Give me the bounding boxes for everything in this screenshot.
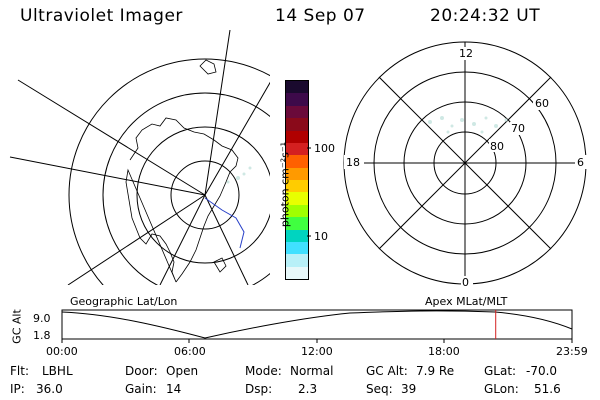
door-value: Open	[166, 364, 199, 378]
polar-aurora	[428, 116, 508, 134]
seq-label: Seq:	[366, 382, 393, 396]
colorbar-segment	[286, 241, 308, 255]
colorbar-segment	[286, 167, 308, 180]
mode-value: Normal	[290, 364, 334, 378]
mlt-label-18: 18	[346, 156, 360, 169]
lat-circle	[68, 58, 270, 285]
colorbar-segment	[286, 105, 308, 119]
glat-value: -70.0	[526, 364, 558, 378]
colorbar-segment	[286, 155, 308, 168]
colorbar-tick-label: 100	[314, 142, 335, 155]
lon-line	[204, 30, 231, 196]
flt-value: LBHL	[42, 364, 73, 378]
mlt-label-12: 12	[459, 47, 473, 60]
timeline-tick: 00:00	[46, 345, 78, 358]
colorbar-segment	[286, 192, 308, 205]
aurora-specks	[226, 166, 252, 184]
timeline-tick: 06:00	[174, 345, 206, 358]
ip-label: IP:	[10, 382, 25, 396]
glon-label: GLon:	[484, 382, 519, 396]
timeline-tick: 23:59	[556, 345, 588, 358]
colorbar-segment	[286, 266, 308, 279]
mlat-label-60: 60	[535, 97, 549, 110]
colorbar-segment	[286, 118, 308, 131]
colorbar-segment	[286, 130, 308, 143]
coastline	[125, 117, 239, 283]
app-title: Ultraviolet Imager	[20, 6, 183, 26]
gain-label: Gain:	[125, 382, 157, 396]
lat-circle	[170, 160, 240, 230]
colorbar-segment	[286, 93, 308, 106]
mlt-label-0: 0	[462, 276, 469, 289]
door-label: Door:	[125, 364, 158, 378]
mlat-label-70: 70	[511, 122, 525, 135]
lon-line	[204, 194, 249, 285]
timeline-tick: 18:00	[428, 345, 460, 358]
timeline-ymin: 1.8	[33, 329, 51, 342]
seq-value: 39	[401, 382, 417, 396]
glat-label: GLat:	[484, 364, 517, 378]
colorbar	[285, 80, 309, 280]
mlat-label-80: 80	[490, 140, 504, 153]
colorbar-segment	[286, 254, 308, 267]
gcalt-value: 7.9 Re	[416, 364, 455, 378]
gc-altitude-curve	[61, 310, 573, 339]
glon-value: 51.6	[534, 382, 561, 396]
colorbar-segment	[286, 142, 308, 156]
lon-line	[67, 194, 206, 285]
colorbar-segment	[286, 229, 308, 242]
colorbar-segment	[286, 204, 308, 218]
lon-line	[9, 156, 206, 196]
date-label: 14 Sep 07	[275, 6, 366, 26]
island	[199, 59, 217, 75]
flt-label: Flt:	[10, 364, 29, 378]
timeline-right-title: Apex MLat/MLT	[425, 295, 508, 308]
lon-line	[17, 79, 206, 196]
mode-label: Mode:	[245, 364, 282, 378]
lat-circle	[136, 126, 270, 264]
mlt-label-6: 6	[577, 156, 584, 169]
timeline-tick: 12:00	[301, 345, 333, 358]
timeline-ymax: 9.0	[33, 312, 51, 325]
lat-circle	[102, 92, 270, 285]
ip-value: 36.0	[36, 382, 63, 396]
colorbar-segment	[286, 180, 308, 193]
mlt-line	[378, 76, 552, 250]
dsp-label: Dsp:	[245, 382, 273, 396]
colorbar-segment	[286, 217, 308, 230]
timeline-left-title: Geographic Lat/Lon	[70, 295, 178, 308]
lon-line	[159, 194, 206, 285]
gain-value: 14	[166, 382, 182, 396]
colorbar-segment	[286, 81, 308, 94]
dsp-value: 2.3	[298, 382, 318, 396]
lon-line	[204, 81, 270, 196]
colorbar-tick-label: 10	[314, 230, 328, 243]
gcalt-label: GC Alt:	[366, 364, 408, 378]
island	[213, 257, 227, 273]
time-label: 20:24:32 UT	[430, 6, 541, 26]
satellite-track	[204, 197, 245, 249]
